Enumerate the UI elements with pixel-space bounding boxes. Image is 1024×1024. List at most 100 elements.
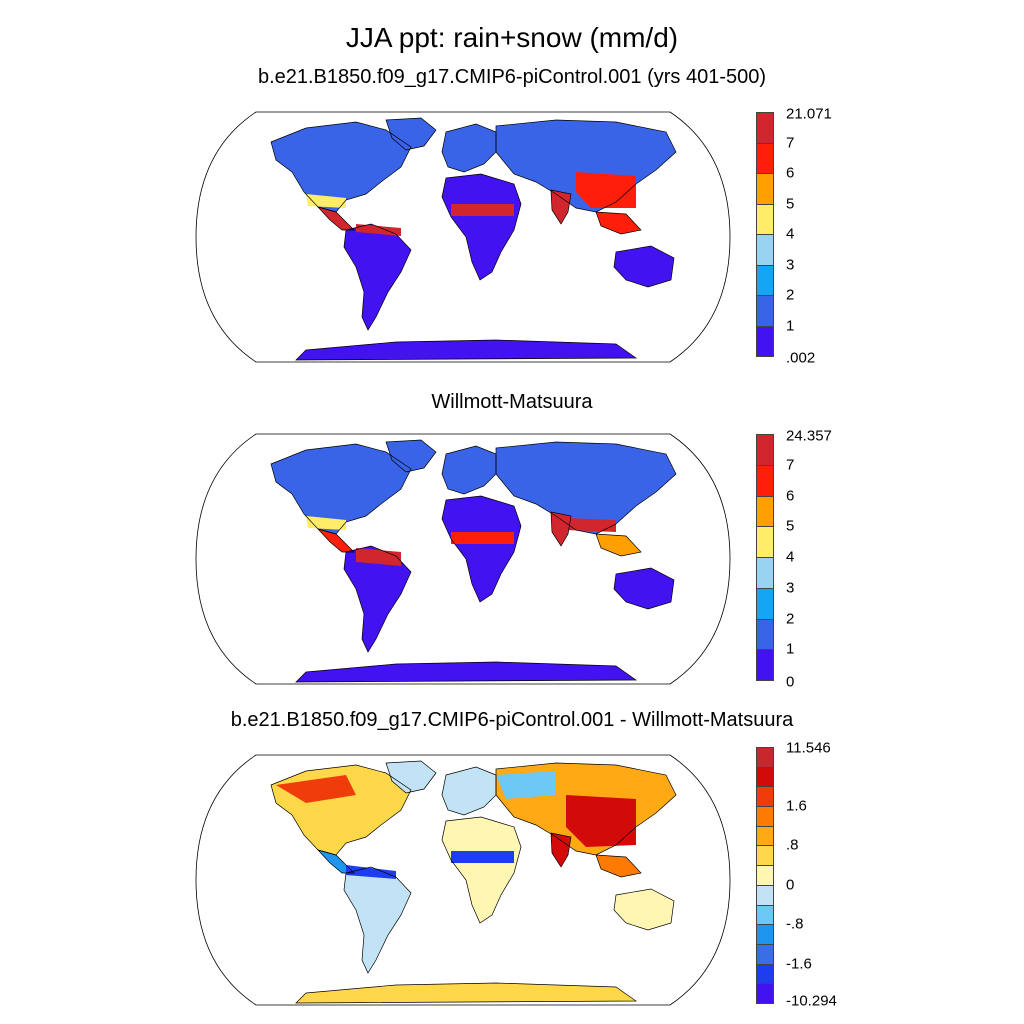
colorbar-segment xyxy=(756,747,774,768)
colorbar-segment xyxy=(756,495,774,528)
colorbar-segment xyxy=(756,884,774,906)
colorbar-label: 0 xyxy=(786,673,795,691)
precip-band xyxy=(576,172,636,208)
coastline xyxy=(343,866,412,974)
coastline xyxy=(495,441,677,535)
panel-title-obs: Willmott-Matsuura xyxy=(431,391,593,413)
coastline xyxy=(343,223,412,331)
coastline xyxy=(385,760,437,794)
land-cam xyxy=(318,529,354,552)
precip-band xyxy=(451,851,514,863)
coastline xyxy=(343,545,412,653)
precip-band xyxy=(496,771,556,799)
colorbar-obs xyxy=(756,434,774,681)
land-aus xyxy=(614,889,674,930)
colorbar-segment xyxy=(756,924,774,945)
land-aus xyxy=(614,568,674,609)
coastline xyxy=(295,661,638,683)
land-eur xyxy=(442,124,496,172)
coastline xyxy=(316,206,355,231)
land-gre xyxy=(386,761,436,793)
map-outline xyxy=(195,111,731,363)
colorbar-label: 1 xyxy=(786,317,795,334)
coastline xyxy=(595,854,642,878)
colorbar-segment xyxy=(756,963,774,985)
colorbar-label: .8 xyxy=(786,836,799,854)
map-outline xyxy=(195,754,731,1006)
coastline xyxy=(441,173,522,281)
colorbar-label: 6 xyxy=(786,164,795,182)
land-afr xyxy=(442,817,521,923)
map-model xyxy=(195,111,731,363)
precip-band xyxy=(451,532,514,544)
coastline xyxy=(613,888,675,931)
colorbar-segment xyxy=(756,943,774,965)
colorbar-segment xyxy=(756,234,774,266)
panel-title-diff: b.e21.B1850.f09_g17.CMIP6-piControl.001 … xyxy=(230,709,794,731)
coastline xyxy=(316,849,355,874)
land-ant xyxy=(296,662,636,682)
colorbar-label: 1 xyxy=(786,640,795,658)
colorbar-label: 4 xyxy=(786,225,795,243)
colorbar-segment xyxy=(756,825,774,847)
precip-band xyxy=(566,518,616,532)
colorbar-segment xyxy=(756,766,774,788)
land-sam xyxy=(344,867,411,973)
coastline xyxy=(613,567,675,610)
precip-band xyxy=(346,865,396,879)
colorbar-label: -10.294 xyxy=(786,992,837,1010)
land-gre xyxy=(386,440,436,472)
coastline xyxy=(316,528,355,553)
colorbar-segment xyxy=(756,649,774,681)
colorbar-label: 24.357 xyxy=(786,427,832,445)
land-afr xyxy=(442,174,521,280)
coastline xyxy=(595,533,642,557)
precip-band xyxy=(356,224,401,236)
colorbar-segment xyxy=(756,464,774,497)
colorbar-label: 2 xyxy=(786,610,795,627)
coastline xyxy=(441,766,497,816)
colorbar-segment xyxy=(756,203,774,235)
colorbar-label: 7 xyxy=(786,134,795,151)
colorbar-label: 6 xyxy=(786,487,795,504)
land-aus xyxy=(614,246,674,287)
coastline xyxy=(441,816,522,924)
coastline xyxy=(270,764,412,856)
land-sam xyxy=(344,224,411,330)
map-diff xyxy=(195,754,731,1006)
land-nam xyxy=(271,444,411,534)
colorbar-label: 11.546 xyxy=(786,739,831,757)
colorbar-segment xyxy=(756,295,774,327)
coastline xyxy=(295,982,638,1004)
colorbar-label: -1.6 xyxy=(786,955,812,973)
coastline xyxy=(613,245,675,288)
colorbar-label: 21.071 xyxy=(786,105,832,123)
land-eur xyxy=(442,446,496,494)
coastline xyxy=(270,121,412,213)
map-obs-content xyxy=(270,439,677,683)
coastline xyxy=(550,511,572,547)
colorbar-segment xyxy=(756,325,774,357)
colorbar-segment xyxy=(756,112,774,144)
colorbar-segment xyxy=(756,865,774,886)
colorbar-segment xyxy=(756,142,774,174)
colorbar-label: 5 xyxy=(786,517,795,535)
coastline xyxy=(385,439,437,473)
precip-band xyxy=(356,548,401,566)
land-ind xyxy=(551,833,571,867)
coastline xyxy=(495,119,677,213)
map-diff-content xyxy=(270,760,677,1004)
coastline xyxy=(385,117,437,151)
colorbar-segment xyxy=(756,904,774,926)
colorbar-diff xyxy=(756,747,774,1004)
colorbar-segment xyxy=(756,526,774,558)
precip-band xyxy=(276,775,356,803)
coastline xyxy=(441,495,522,603)
colorbar-segment xyxy=(756,786,774,808)
precip-band xyxy=(451,204,514,216)
main-title: JJA ppt: rain+snow (mm/d) xyxy=(345,22,679,53)
colorbar-label: 2 xyxy=(786,286,795,304)
colorbar-model xyxy=(756,112,774,357)
colorbar-label: .002 xyxy=(786,349,816,367)
land-cam xyxy=(318,207,354,230)
